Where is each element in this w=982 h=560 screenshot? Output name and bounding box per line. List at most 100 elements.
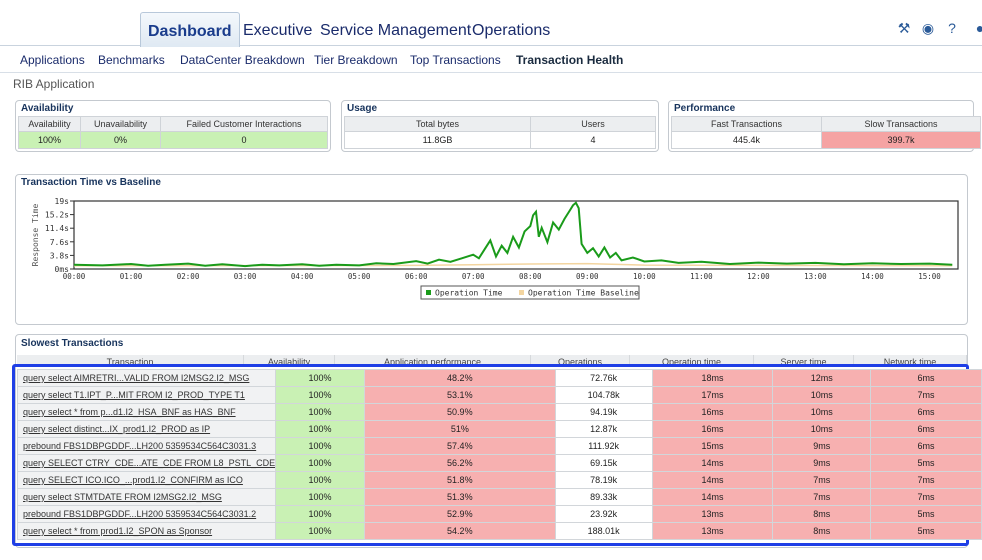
operation-time-cell: 13ms (651, 522, 774, 540)
help-icon[interactable]: ? (948, 20, 956, 36)
baseline-line (73, 262, 953, 267)
tab-executive[interactable]: Executive (243, 22, 313, 39)
globe-icon[interactable]: ◉ (921, 20, 935, 36)
transaction-link[interactable]: query select * from prod1.I2_SPON as Spo… (16, 522, 277, 540)
tab-dashboard[interactable]: Dashboard (140, 12, 240, 47)
usage-title: Usage (347, 103, 378, 114)
availability-cell: 100% (275, 403, 365, 421)
x-tick-label: 01:00 (120, 272, 143, 281)
total-bytes-value: 11.8GB (344, 131, 531, 149)
users-header: Users (530, 116, 656, 132)
app-performance-cell: 53.1% (363, 386, 556, 404)
app-performance-cell: 57.4% (363, 437, 556, 455)
table-row[interactable]: prebound FBS1DBPGDDF...LH200 5359534C564… (16, 437, 982, 455)
y-tick-label: 19s (55, 197, 70, 206)
operation-time-cell: 17ms (651, 386, 774, 404)
table-row[interactable]: query SELECT CTRY_CDE...ATE_CDE FROM L8_… (16, 454, 982, 472)
total-bytes-header: Total bytes (344, 116, 531, 132)
server-time-cell: 7ms (772, 471, 871, 489)
availability-panel: Availability Availability Unavailability… (15, 100, 331, 152)
transaction-link[interactable]: query select distinct...IX_prod1.I2_PROD… (16, 420, 277, 438)
table-row[interactable]: query select T1.IPT_P...MIT FROM I2_PROD… (16, 386, 982, 404)
transaction-link[interactable]: prebound FBS1DBPGDDF...LH200 5359534C564… (16, 505, 277, 523)
users-value: 4 (530, 131, 656, 149)
network-time-cell: 5ms (869, 522, 982, 540)
app-performance-cell: 56.2% (363, 454, 556, 472)
network-time-cell: 6ms (869, 403, 982, 421)
tab-service-management[interactable]: Service Management (320, 22, 472, 39)
sub-nav: Applications Benchmarks DataCenter Break… (0, 47, 982, 73)
x-tick-label: 08:00 (519, 272, 542, 281)
network-time-cell: 5ms (869, 454, 982, 472)
slowest-transactions-title: Slowest Transactions (21, 338, 124, 349)
table-row[interactable]: query select * from prod1.I2_SPON as Spo… (16, 522, 982, 540)
performance-panel: Performance Fast Transactions Slow Trans… (668, 100, 981, 152)
availability-cell: 100% (275, 454, 365, 472)
network-time-cell: 6ms (869, 369, 982, 387)
transaction-link[interactable]: query select AIMRETRI...VALID FROM I2MSG… (16, 369, 277, 387)
app-performance-cell: 51.3% (363, 488, 556, 506)
subtab-top-transactions[interactable]: Top Transactions (410, 53, 501, 67)
table-row[interactable]: query select AIMRETRI...VALID FROM I2MSG… (16, 369, 982, 387)
legend-swatch-baseline (519, 290, 524, 295)
failed-interactions-value: 0 (160, 131, 328, 149)
subtab-datacenter-breakdown[interactable]: DataCenter Breakdown (180, 53, 305, 67)
legend-label-baseline: Operation Time Baseline (528, 289, 639, 298)
table-row[interactable]: query select STMTDATE FROM I2MSG2.I2_MSG… (16, 488, 982, 506)
x-tick-label: 14:00 (861, 272, 884, 281)
line-chart: Response Time 0ms 3.8s 7.6s 11.4s 15.2s 19s 00:… (31, 197, 959, 300)
network-time-cell: 7ms (869, 471, 982, 489)
x-tick-label: 05:00 (348, 272, 371, 281)
plot-area (73, 200, 959, 270)
operations-cell: 69.15k (554, 454, 653, 472)
usage-table: Total bytes Users 11.8GB 4 (344, 116, 656, 149)
transaction-link[interactable]: query select STMTDATE FROM I2MSG2.I2_MSG (16, 488, 277, 506)
x-tick-label: 02:00 (177, 272, 200, 281)
y-tick-label: 7.6s (50, 238, 69, 247)
network-time-cell: 6ms (869, 420, 982, 438)
availability-cell: 100% (275, 420, 365, 438)
availability-header: Availability (18, 116, 81, 132)
availability-cell: 100% (275, 505, 365, 523)
server-time-cell: 8ms (772, 505, 871, 523)
table-row[interactable]: query select * from p...d1.I2_HSA_BNF as… (16, 403, 982, 421)
transaction-link[interactable]: query SELECT ICO.ICO_...prod1.I2_CONFIRM… (16, 471, 277, 489)
operations-cell: 72.76k (554, 369, 653, 387)
tab-operations[interactable]: Operations (472, 22, 551, 39)
x-tick-label: 04:00 (291, 272, 314, 281)
network-time-cell: 7ms (869, 386, 982, 404)
network-time-cell: 5ms (869, 505, 982, 523)
operations-cell: 94.19k (554, 403, 653, 421)
top-nav: Dashboard Executive Service Management O… (0, 0, 982, 47)
transaction-link[interactable]: query select * from p...d1.I2_HSA_BNF as… (16, 403, 277, 421)
operations-cell: 188.01k (554, 522, 653, 540)
table-row[interactable]: query SELECT ICO.ICO_...prod1.I2_CONFIRM… (16, 471, 982, 489)
subtab-tier-breakdown[interactable]: Tier Breakdown (314, 53, 398, 67)
availability-cell: 100% (275, 386, 365, 404)
x-tick-label: 11:00 (690, 272, 713, 281)
operations-cell: 104.78k (554, 386, 653, 404)
server-time-cell: 10ms (772, 386, 871, 404)
transaction-link[interactable]: query SELECT CTRY_CDE...ATE_CDE FROM L8_… (16, 454, 277, 472)
info-icon[interactable]: ● (975, 20, 982, 36)
subtab-transaction-health[interactable]: Transaction Health (516, 53, 624, 67)
subtab-applications[interactable]: Applications (20, 53, 85, 67)
subtab-benchmarks[interactable]: Benchmarks (98, 53, 165, 67)
operation-time-line (73, 201, 953, 268)
tools-icon[interactable]: ⚒ (897, 20, 911, 36)
transaction-link[interactable]: query select T1.IPT_P...MIT FROM I2_PROD… (16, 386, 277, 404)
x-tick-label: 12:00 (747, 272, 770, 281)
table-row[interactable]: prebound FBS1DBPGDDF...LH200 5359534C564… (16, 505, 982, 523)
server-time-cell: 10ms (772, 403, 871, 421)
slow-transactions-value: 399.7k (821, 131, 981, 149)
transaction-link[interactable]: prebound FBS1DBPGDDF...LH200 5359534C564… (16, 437, 277, 455)
operation-time-cell: 18ms (651, 369, 774, 387)
app-performance-cell: 48.2% (363, 369, 556, 387)
slowest-transactions-table: query select AIMRETRI...VALID FROM I2MSG… (16, 369, 982, 540)
y-tick-label: 11.4s (45, 224, 69, 233)
table-row[interactable]: query select distinct...IX_prod1.I2_PROD… (16, 420, 982, 438)
legend-swatch-operation (426, 290, 431, 295)
unavailability-header: Unavailability (80, 116, 161, 132)
fast-transactions-header: Fast Transactions (671, 116, 822, 132)
availability-value: 100% (18, 131, 81, 149)
